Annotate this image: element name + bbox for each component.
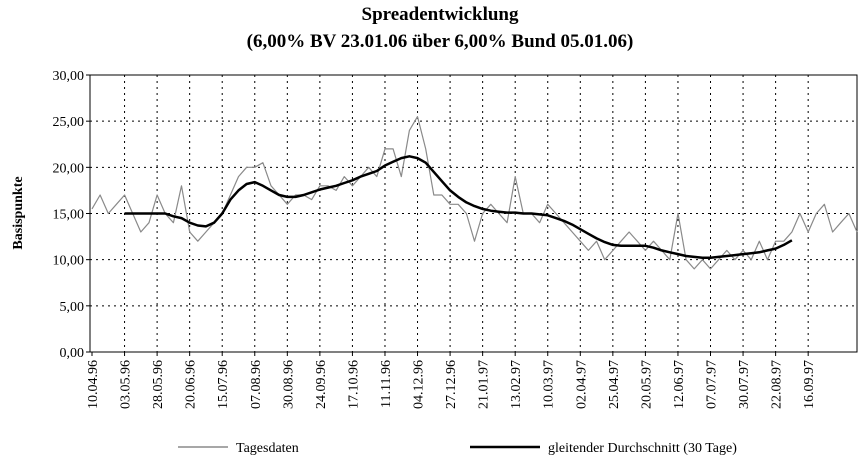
x-tick-label: 21.01.97	[477, 360, 492, 409]
x-tick-label: 15.07.96	[216, 360, 231, 409]
y-tick-label: 5,00	[60, 300, 85, 315]
x-tick-label: 04.12.96	[412, 360, 427, 409]
x-tick-label: 13.02.97	[509, 360, 524, 409]
x-tick-label: 17.10.96	[346, 360, 361, 409]
chart-subtitle: (6,00% BV 23.01.06 über 6,00% Bund 05.01…	[247, 31, 634, 52]
x-tick-label: 20.05.97	[639, 360, 654, 409]
x-tick-label: 16.09.97	[802, 360, 817, 409]
x-tick-label: 30.07.97	[737, 360, 752, 409]
y-tick-label: 25,00	[53, 115, 85, 130]
x-tick-label: 28.05.96	[151, 360, 166, 409]
y-tick-label: 30,00	[53, 69, 85, 84]
x-tick-label: 03.05.96	[119, 360, 134, 409]
x-tick-label: 10.03.97	[542, 360, 557, 409]
x-tick-label: 22.08.97	[770, 360, 785, 409]
chart-title: Spreadentwicklung	[362, 4, 519, 25]
x-tick-label: 07.08.96	[249, 360, 264, 409]
x-tick-label: 12.06.97	[672, 360, 687, 409]
y-tick-label: 15,00	[53, 208, 85, 223]
x-tick-label: 10.04.96	[86, 360, 101, 409]
x-tick-label: 20.06.96	[184, 360, 199, 409]
x-tick-label: 11.11.96	[379, 360, 394, 408]
x-tick-label: 02.04.97	[574, 360, 589, 409]
legend-label: Tagesdaten	[236, 441, 299, 456]
x-tick-label: 27.12.96	[444, 360, 459, 409]
plot-frame	[89, 74, 858, 353]
x-tick-label: 24.09.96	[314, 360, 329, 409]
series-line	[124, 155, 793, 260]
legend-label: gleitender Durchschnitt (30 Tage)	[548, 441, 737, 456]
y-tick-label: 10,00	[53, 254, 85, 269]
y-tick-label: 20,00	[53, 161, 85, 176]
x-tick-label: 30.08.96	[281, 360, 296, 409]
x-tick-label: 07.07.97	[705, 360, 720, 409]
y-axis-label: Basispunkte	[11, 176, 26, 249]
y-tick-label: 0,00	[60, 346, 85, 361]
series-line	[91, 116, 858, 270]
x-tick-label: 25.04.97	[607, 360, 622, 409]
